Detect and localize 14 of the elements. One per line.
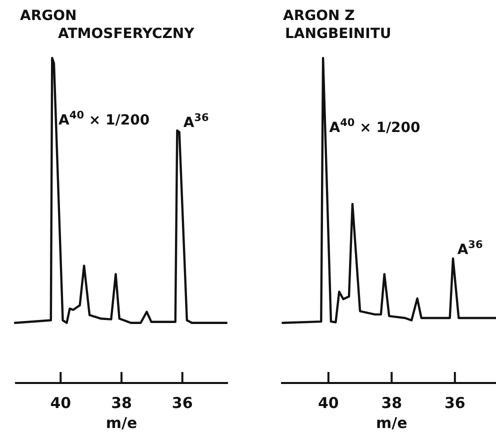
- chart-title: ARGON ATMOSFERYCZNY: [20, 8, 196, 42]
- x-tick-label: 38: [381, 394, 402, 412]
- x-axis-title: m/e: [106, 414, 138, 432]
- annotation: A$^{36}$: [183, 112, 209, 131]
- x-tick-label: 36: [444, 394, 466, 412]
- x-tick-label: 40: [318, 394, 339, 412]
- chart-title: ARGON Z LANGBEINITU: [283, 8, 392, 42]
- x-tick-label: 38: [111, 394, 132, 412]
- x-axis-title: m/e: [376, 414, 408, 432]
- annotation: A$^{40}$ × 1/200: [329, 117, 421, 136]
- x-tick-label: 36: [172, 394, 193, 412]
- annotation: A$^{36}$: [457, 238, 483, 258]
- annotation: A$^{40}$ × 1/200: [58, 109, 150, 128]
- x-tick-label: 40: [50, 394, 72, 412]
